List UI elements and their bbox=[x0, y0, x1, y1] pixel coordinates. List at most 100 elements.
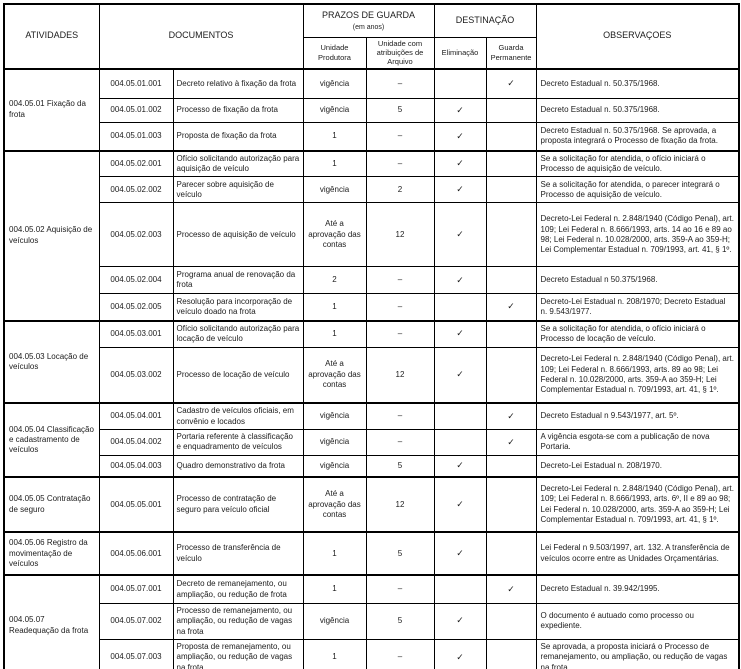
document-code-cell: 004.05.01.002 bbox=[98, 98, 174, 124]
table-row: 004.05.02.004 Programa anual de renovação… bbox=[4, 266, 740, 295]
table-row: 004.05.04.002 Portaria referente à classi… bbox=[4, 428, 740, 456]
document-code-cell: 004.05.02.003 bbox=[98, 202, 174, 268]
elimination-cell: ✓ bbox=[433, 176, 487, 204]
document-title-cell: Decreto relativo à fixação da frota bbox=[172, 67, 304, 100]
retention-archive-cell: 5 bbox=[365, 531, 435, 576]
col-header-observacoes: OBSERVAÇOES bbox=[535, 3, 740, 70]
document-title-cell: Resolução para incorporação de veículo d… bbox=[172, 293, 304, 322]
table-row: 004.05.04 Classificação e cadastramento … bbox=[3, 402, 740, 478]
check-icon: ✓ bbox=[507, 78, 515, 89]
elimination-cell: ✓ bbox=[433, 476, 487, 533]
retention-producer-cell: vigência bbox=[302, 98, 367, 124]
retention-archive-cell: – bbox=[365, 319, 435, 348]
activity-cell: 004.05.03 Locação de veículos bbox=[3, 319, 100, 404]
retention-producer-cell: vigência bbox=[302, 428, 367, 456]
check-icon: ✓ bbox=[456, 547, 464, 558]
document-code-cell: 004.05.04.001 bbox=[98, 402, 174, 430]
document-code-cell: 004.05.01.001 bbox=[98, 67, 174, 100]
retention-producer-cell: 1 bbox=[302, 531, 367, 576]
table-row: 004.05.02.003 Processo de aquisição de ve… bbox=[4, 202, 740, 268]
retention-archive-cell: – bbox=[365, 402, 435, 430]
permanent-cell bbox=[485, 122, 537, 152]
document-code-cell: 004.05.07.002 bbox=[98, 602, 174, 640]
check-icon: ✓ bbox=[507, 583, 515, 594]
permanent-cell: ✓ bbox=[485, 574, 537, 604]
document-code-cell: 004.05.06.001 bbox=[98, 531, 174, 576]
check-icon: ✓ bbox=[507, 410, 515, 421]
retention-archive-cell: – bbox=[365, 574, 435, 604]
permanent-cell bbox=[485, 202, 537, 268]
activity-cell: 004.05.04 Classificação e cadastramento … bbox=[3, 402, 100, 478]
check-icon: ✓ bbox=[507, 301, 515, 312]
check-icon: ✓ bbox=[456, 328, 464, 339]
document-code-cell: 004.05.07.001 bbox=[98, 574, 174, 604]
col-header-guarda-permanente: Guarda Permanente bbox=[485, 36, 537, 70]
document-code-cell: 004.05.02.002 bbox=[98, 176, 174, 204]
table-row: 004.05.03.002 Processo de locação de veíc… bbox=[4, 346, 740, 404]
elimination-cell: ✓ bbox=[433, 202, 487, 268]
retention-archive-cell: – bbox=[365, 149, 435, 178]
elimination-cell: ✓ bbox=[433, 98, 487, 124]
retention-producer-cell: 1 bbox=[302, 122, 367, 152]
check-icon: ✓ bbox=[456, 158, 464, 169]
retention-producer-cell: vigência bbox=[302, 176, 367, 204]
col-header-documentos: DOCUMENTOS bbox=[98, 3, 304, 70]
retention-producer-cell: 1 bbox=[302, 293, 367, 322]
activity-cell: 004.05.05 Contratação de seguro bbox=[3, 476, 100, 533]
col-header-unidade-arquivo: Unidade com atribuições de Arquivo bbox=[365, 36, 435, 70]
observations-cell: Decreto-Lei Federal n. 2.848/1940 (Códig… bbox=[535, 476, 740, 533]
retention-archive-cell: 12 bbox=[365, 202, 435, 268]
observations-cell: Decreto Estadual n 50.375/1968. bbox=[535, 266, 740, 295]
retention-archive-cell: – bbox=[365, 638, 435, 669]
col-header-prazos-de-guarda: PRAZOS DE GUARDA (em anos) bbox=[302, 3, 435, 38]
table-row: 004.05.07.003 Proposta de remanejamento, … bbox=[4, 638, 740, 669]
records-retention-table: ATIVIDADES DOCUMENTOS PRAZOS DE GUARDA (… bbox=[3, 3, 741, 669]
elimination-cell: ✓ bbox=[433, 638, 487, 669]
document-title-cell: Decreto de remanejamento, ou ampliação, … bbox=[172, 574, 304, 604]
observations-cell: Se a solicitação for atendida, o ofício … bbox=[535, 149, 740, 178]
observations-cell: Decreto-Lei Federal n. 2.848/1940 (Códig… bbox=[535, 202, 740, 268]
table-row: 004.05.02.005 Resolução para incorporação… bbox=[4, 293, 740, 322]
table-row: 004.05.01 Fixação da frota 004.05.01.001 D… bbox=[3, 67, 740, 152]
observations-cell: Se a solicitação for atendida, o ofício … bbox=[535, 319, 740, 348]
document-code-cell: 004.05.07.003 bbox=[98, 638, 174, 669]
observations-cell: O documento é autuado como processo ou e… bbox=[535, 602, 740, 640]
document-title-cell: Ofício solicitando autorização para aqui… bbox=[172, 149, 304, 178]
document-title-cell: Programa anual de renovação da frota bbox=[172, 266, 304, 295]
retention-producer-cell: vigência bbox=[302, 602, 367, 640]
table-row: 004.05.07.002 Processo de remanejamento, … bbox=[4, 602, 740, 640]
permanent-cell bbox=[485, 176, 537, 204]
document-title-cell: Ofício solicitando autorização para loca… bbox=[172, 319, 304, 348]
retention-producer-cell: vigência bbox=[302, 454, 367, 478]
retention-producer-cell: Até a aprovação das contas bbox=[302, 476, 367, 533]
elimination-cell bbox=[433, 574, 487, 604]
permanent-cell bbox=[485, 638, 537, 669]
check-icon: ✓ bbox=[456, 184, 464, 195]
document-title-cell: Processo de aquisição de veículo bbox=[172, 202, 304, 268]
permanent-cell: ✓ bbox=[485, 402, 537, 430]
check-icon: ✓ bbox=[456, 130, 464, 141]
elimination-cell: ✓ bbox=[433, 319, 487, 348]
document-title-cell: Processo de transferência de veículo bbox=[172, 531, 304, 576]
observations-cell: Lei Federal n 9.503/1997, art. 132. A tr… bbox=[535, 531, 740, 576]
observations-cell: Decreto Estadual n. 50.375/1968. bbox=[535, 98, 740, 124]
document-code-cell: 004.05.04.002 bbox=[98, 428, 174, 456]
retention-archive-cell: – bbox=[365, 122, 435, 152]
elimination-cell: ✓ bbox=[433, 266, 487, 295]
retention-archive-cell: 5 bbox=[365, 98, 435, 124]
observations-cell: A vigência esgota-se com a publicação de… bbox=[535, 428, 740, 456]
elimination-cell: ✓ bbox=[433, 346, 487, 404]
permanent-cell bbox=[485, 476, 537, 533]
prazos-subtitle: (em anos) bbox=[352, 23, 385, 31]
permanent-cell bbox=[485, 98, 537, 124]
document-title-cell: Quadro demonstrativo da frota bbox=[172, 454, 304, 478]
document-code-cell: 004.05.04.003 bbox=[98, 454, 174, 478]
check-icon: ✓ bbox=[456, 274, 464, 285]
document-title-cell: Parecer sobre aquisição de veículo bbox=[172, 176, 304, 204]
retention-archive-cell: – bbox=[365, 67, 435, 100]
observations-cell: Decreto Estadual n. 50.375/1968. bbox=[535, 67, 740, 100]
permanent-cell bbox=[485, 266, 537, 295]
document-code-cell: 004.05.02.005 bbox=[98, 293, 174, 322]
table-row: 004.05.02.002 Parecer sobre aquisição de … bbox=[4, 176, 740, 204]
permanent-cell bbox=[485, 602, 537, 640]
